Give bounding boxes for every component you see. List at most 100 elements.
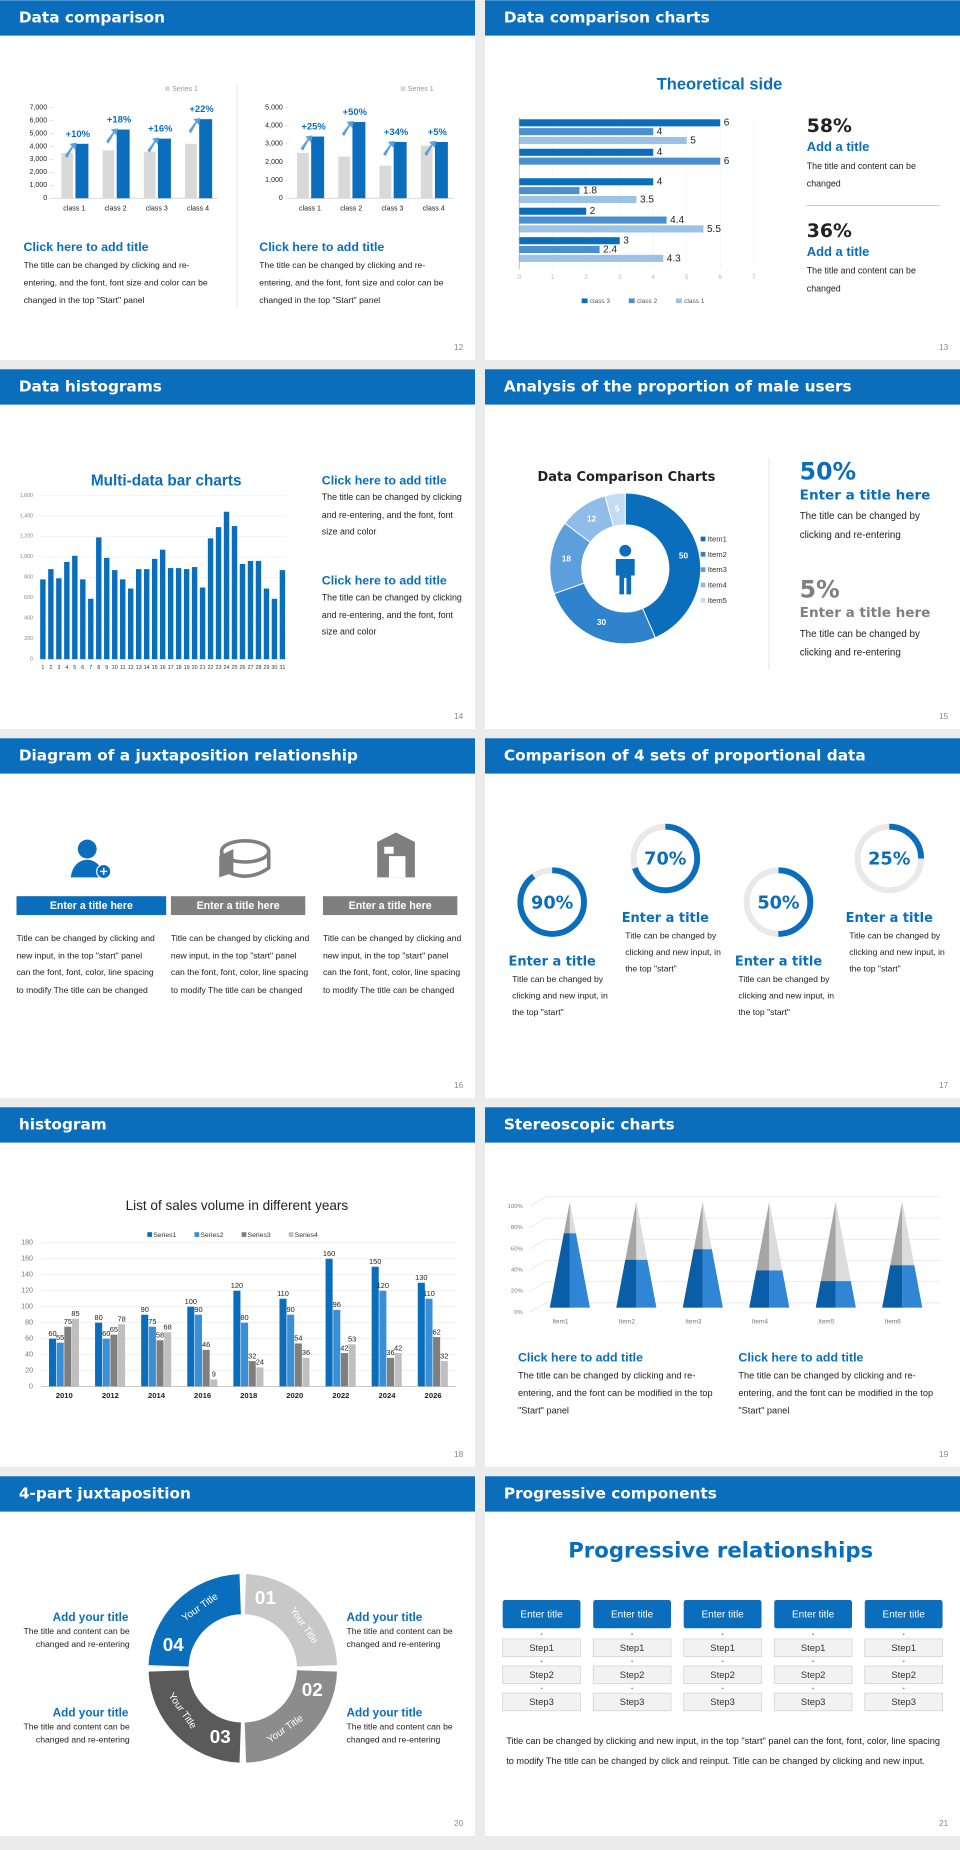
growth-arrow: [341, 120, 354, 137]
y-tick-label: 1,000: [29, 182, 47, 189]
y-tick-label: 0: [279, 195, 283, 202]
bar: [112, 570, 118, 660]
ring-segment: [148, 1574, 241, 1667]
step-box: [502, 1665, 581, 1685]
paragraph-box: Title can be changed by clicking and new…: [849, 930, 945, 974]
x-tick-label: 0: [517, 274, 521, 281]
value-label: 60: [48, 1329, 56, 1338]
legend-swatch: [700, 567, 706, 572]
paragraph: The title and content can be changed and…: [346, 1721, 453, 1745]
bar: [519, 237, 620, 245]
gauge-label: 70%: [644, 850, 687, 870]
paragraph: The title can be changed by clicking and…: [738, 1370, 934, 1417]
step-dot: [540, 1633, 543, 1636]
bar: [519, 225, 704, 233]
legend-label: Series 1: [408, 86, 434, 93]
bar: [519, 187, 580, 195]
step-dot: [902, 1633, 905, 1636]
bar: [519, 128, 654, 136]
bar: [287, 1314, 295, 1387]
growth-arrow: [147, 137, 160, 153]
bar: [157, 138, 171, 199]
paragraph: Title can be changed by clicking and new…: [512, 973, 608, 1018]
bar: [194, 1314, 203, 1387]
x-tick-label: 31: [279, 665, 285, 671]
y-tick-label: 40%: [511, 1267, 524, 1273]
legend-swatch: [675, 298, 682, 304]
step-dot: [721, 1633, 724, 1636]
icon-slice: [219, 849, 234, 878]
x-tick-label: 22: [208, 665, 214, 671]
bar: [72, 555, 78, 660]
value-label: 3: [623, 236, 629, 247]
bar: [175, 568, 182, 660]
annotation: +25%: [301, 121, 326, 132]
value-label: 4: [657, 127, 663, 138]
slide: Stereoscopic charts 19 0% 20% 40% 60% 80% 100% I…: [485, 1107, 960, 1467]
paragraph-box: Title can be changed by clicking and new…: [738, 973, 835, 1018]
value-label: 110: [423, 1289, 435, 1298]
value-label: 65: [110, 1325, 118, 1334]
bar: [279, 570, 286, 660]
bar: [519, 254, 664, 262]
bar: [519, 207, 587, 215]
x-tick-label: 2: [584, 274, 588, 281]
item-heading: Enter a title here: [197, 900, 280, 912]
value-label: 120: [231, 1281, 243, 1290]
paragraph: The title and content can be changed: [806, 265, 916, 294]
x-tick-label: 2018: [240, 1391, 258, 1400]
y-tick-label: 5,000: [265, 104, 283, 111]
x-tick-label: 2012: [102, 1391, 119, 1400]
step-dot: [721, 1687, 724, 1690]
slide-header: [0, 738, 475, 774]
value-label: 3.5: [640, 194, 654, 205]
value-label: 96: [333, 1300, 341, 1309]
bar: [199, 119, 213, 199]
x-tick-label: 19: [184, 665, 190, 671]
slide-header: [485, 1476, 960, 1512]
value-label: 4: [657, 177, 663, 188]
bar: [519, 148, 654, 156]
value-label: 62: [433, 1327, 441, 1336]
bar: [440, 1361, 448, 1387]
bar: [519, 136, 687, 145]
x-tick-label: 28: [255, 665, 261, 671]
slide-title: histogram: [19, 1115, 107, 1133]
paragraph: Title can be changed by clicking and new…: [506, 1735, 940, 1766]
legend-label: class 3: [590, 298, 611, 305]
x-tick-label: 3: [618, 274, 622, 281]
value-label: 32: [248, 1351, 256, 1360]
page-number: 19: [939, 1450, 949, 1459]
column-header: [683, 1600, 762, 1629]
paragraph: The title can be changed by clicking and…: [518, 1370, 713, 1417]
value-label: 130: [415, 1273, 427, 1282]
paragraph-box: The title and content can be changed and…: [23, 1721, 129, 1745]
slide-header: [485, 738, 960, 774]
paragraph-box: The title and content can be changed: [807, 161, 916, 189]
bar: [386, 1357, 395, 1387]
cone-fill-right: [902, 1265, 923, 1308]
value-label: 5: [690, 135, 696, 146]
x-tick-label: Item2: [619, 1318, 636, 1325]
value-label: 53: [348, 1334, 356, 1343]
segment-number: 01: [255, 1587, 276, 1608]
annotation: +22%: [189, 103, 214, 114]
slide: Analysis of the proportion of male users…: [485, 369, 960, 729]
person-body: [615, 559, 635, 595]
y-tick-label: 40: [25, 1352, 33, 1359]
annotation: +18%: [107, 114, 132, 125]
x-tick-label: 6: [718, 274, 722, 281]
step-dot: [812, 1660, 815, 1663]
cone-fill-right: [835, 1281, 856, 1308]
bar: [519, 216, 667, 224]
bar: [56, 578, 62, 660]
legend-label: class 2: [637, 298, 658, 305]
x-tick-label: 17: [168, 665, 174, 671]
x-tick-label: 11: [120, 665, 126, 671]
slide-header: [0, 369, 475, 405]
donut-slice: [604, 492, 626, 528]
paragraph: Title can be changed by clicking and new…: [738, 973, 835, 1018]
column-title: Enter title: [611, 1609, 654, 1620]
stat-value: 5%: [800, 575, 840, 603]
y-tick-label: 60: [25, 1336, 33, 1343]
